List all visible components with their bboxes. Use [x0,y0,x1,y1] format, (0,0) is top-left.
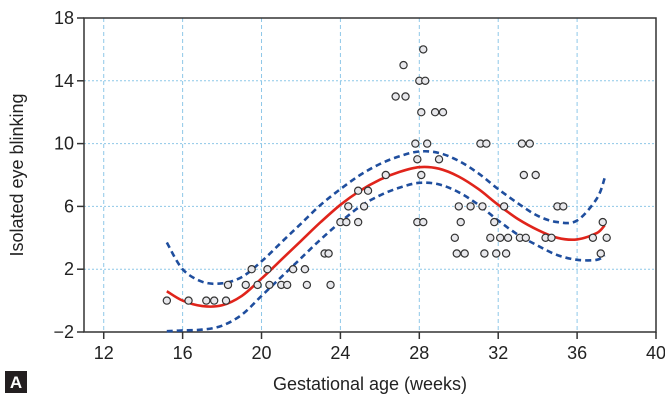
panel-label: A [10,373,22,392]
data-point [602,233,611,242]
fit-line [166,165,606,308]
data-point [519,170,529,180]
data-point [241,280,250,290]
data-point [302,280,312,290]
grid [84,18,656,332]
data-point [423,139,432,148]
data-point [499,202,509,211]
data-point [480,249,489,258]
data-point [492,249,501,258]
data-point [419,45,428,54]
data-point [454,202,463,211]
y-tick-label: 10 [54,134,74,154]
data-point [417,170,426,180]
data-point [247,265,256,274]
data-point [326,280,335,290]
data-point [342,217,351,227]
data-point [490,217,499,227]
y-tick-label: 2 [64,259,74,279]
x-tick-label: 40 [646,343,665,363]
data-point [223,280,233,290]
data-point [525,139,534,148]
data-point [495,233,505,242]
y-tick-label: 6 [64,196,74,216]
data-point [324,249,333,258]
data-point [300,265,310,274]
data-point [263,265,272,274]
x-tick-label: 12 [94,343,114,363]
data-point [381,170,390,180]
x-axis-title: Gestational age (weeks) [273,374,467,394]
data-point [413,155,422,164]
data-points [162,45,611,305]
data-point [521,233,531,242]
axis-ticks: 12 16 20 24 28 32 36 40 −2 2 6 10 14 18 [53,8,665,363]
data-point [531,170,540,180]
x-tick-label: 28 [409,343,429,363]
x-tick-label: 24 [330,343,350,363]
data-point [399,60,408,70]
data-point [452,249,461,258]
data-point [265,280,274,290]
data-point [438,107,448,117]
data-point [450,233,460,242]
data-point [202,296,211,305]
data-point [434,155,444,164]
data-point [466,202,475,211]
data-point [417,107,426,117]
x-tick-label: 36 [567,343,587,363]
data-point [478,202,487,211]
data-point [344,202,353,211]
data-point [391,92,400,101]
data-point [503,233,513,242]
data-point [363,186,373,195]
x-tick-label: 20 [252,343,272,363]
data-point [588,233,598,242]
ci-lower-line [166,181,606,333]
data-point [353,217,363,227]
y-tick-label: 14 [54,71,74,91]
data-point [501,249,511,258]
ci-upper-line [165,149,606,286]
data-point [547,233,556,242]
x-tick-label: 32 [488,343,508,363]
data-point [353,186,363,195]
data-point [184,296,193,305]
y-tick-label: −2 [53,322,74,342]
data-point [359,202,369,211]
data-point [419,217,428,227]
data-point [162,296,172,305]
data-point [456,217,465,227]
y-tick-label: 18 [54,8,74,28]
data-point [253,280,262,290]
data-point [282,280,292,290]
plot-frame [83,17,657,333]
data-point [486,233,495,242]
data-point [460,249,469,258]
data-point [401,92,410,101]
data-point [221,296,231,305]
data-point [598,217,607,227]
data-point [411,139,420,148]
data-point [517,139,527,148]
y-axis-title: Isolated eye blinking [7,93,27,256]
data-point [559,202,568,211]
data-point [430,107,440,117]
data-point [482,139,491,148]
data-point [209,296,219,305]
x-tick-label: 16 [173,343,193,363]
data-point [288,265,298,274]
data-point [596,249,605,258]
panel-label-box [5,371,27,393]
data-point [421,76,430,86]
